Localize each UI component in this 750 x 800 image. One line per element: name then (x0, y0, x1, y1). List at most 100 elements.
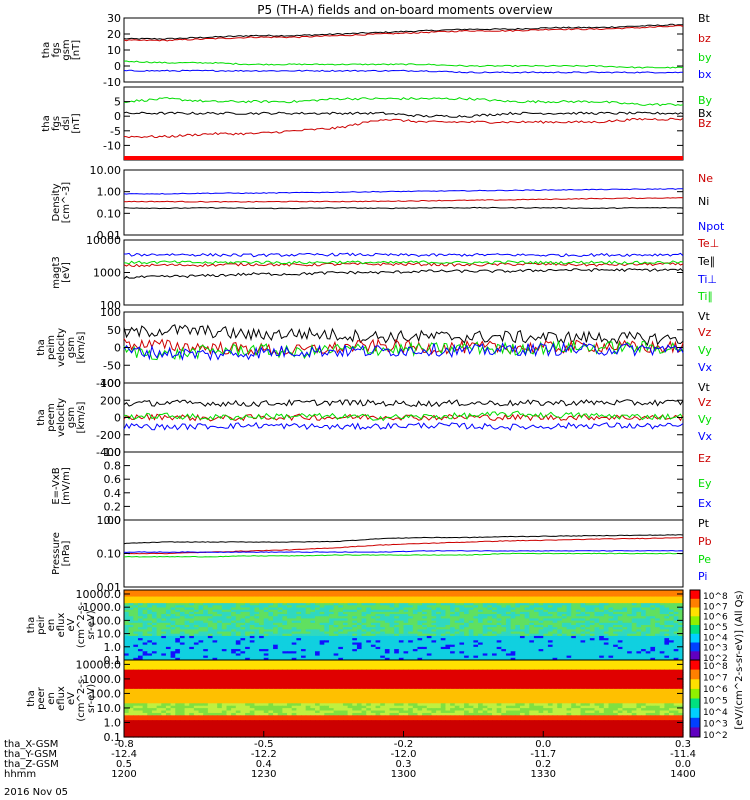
spectrogram-cell (505, 664, 512, 668)
spectrogram-cell (585, 611, 591, 615)
spectrogram-cell (361, 609, 367, 613)
spectrogram-cell (529, 674, 535, 678)
spectrogram-cell (375, 592, 381, 595)
spectrogram-cell (398, 644, 405, 648)
spectrogram-cell (622, 609, 628, 613)
spectrogram-cell (277, 618, 283, 622)
spectrogram-cell (296, 660, 302, 664)
spectrogram-cell (128, 627, 134, 630)
spectrogram-cell (226, 596, 232, 600)
spectrogram-cell (436, 672, 442, 676)
spectrogram-cell (655, 603, 661, 606)
spectrogram-cell (673, 620, 679, 624)
spectrogram-cell (235, 603, 242, 606)
spectrogram-cell (333, 651, 339, 655)
spectrogram-cell (464, 635, 470, 639)
spectrogram-cell (319, 592, 325, 595)
spectrogram-cell (473, 644, 479, 648)
spectrogram-cell (655, 638, 661, 641)
spectrogram-cell (347, 631, 353, 635)
y-tick-label: 0.6 (104, 473, 122, 486)
spectrogram-cell (170, 627, 176, 630)
spectrogram-cell (398, 653, 405, 657)
spectrogram-cell (403, 629, 409, 633)
spectrogram-cell (422, 609, 428, 613)
spectrogram-cell (128, 629, 134, 633)
spectrogram-cell (566, 616, 572, 620)
spectrogram-cell (328, 651, 335, 655)
spectrogram-cell (310, 649, 316, 652)
spectrogram-cell (193, 640, 200, 644)
spectrogram-cell (254, 646, 260, 650)
spectrogram-cell (268, 644, 274, 648)
spectrogram-cell (641, 646, 647, 650)
spectrogram-cell (468, 657, 474, 661)
spectrogram-cell (533, 642, 540, 646)
spectrogram-cell (277, 638, 283, 641)
spectrogram-cell (338, 638, 344, 641)
y-tick-label: 0.0 (104, 514, 122, 527)
spectrogram-cell (301, 629, 307, 633)
spectrogram-cell (464, 611, 470, 615)
spectrogram-cell (165, 651, 172, 655)
spectrogram-cell (240, 638, 246, 641)
spectrogram-cell (259, 635, 265, 639)
spectrogram-cell (273, 627, 279, 630)
spectrogram-cell (519, 674, 526, 678)
y-axis-label-line: gsm (61, 39, 72, 60)
spectrogram-cell (268, 653, 274, 657)
spectrogram-cell (175, 594, 181, 598)
spectrogram-cell (366, 631, 372, 635)
spectrogram-cell (301, 609, 307, 613)
spectrogram-cell (510, 642, 516, 646)
spectrogram-cell (240, 622, 246, 626)
spectrogram-cell (417, 638, 423, 641)
spectrogram-cell (464, 629, 470, 633)
spectrogram-cell (165, 667, 172, 671)
spectrogram-cell (575, 594, 582, 598)
spectrogram-cell (389, 611, 395, 615)
spectrogram-cell (277, 616, 283, 620)
spectrogram-cell (445, 653, 451, 657)
spectrogram-cell (249, 614, 256, 617)
spectrogram-cell (529, 635, 535, 639)
spectrogram-cell (678, 616, 684, 620)
spectrogram-cell (501, 622, 507, 626)
spectrogram-cell (193, 609, 200, 613)
spectrogram-cell (557, 646, 563, 650)
spectrogram-cell (431, 598, 437, 602)
spectrogram-cell (613, 655, 619, 659)
spectrogram-cell (375, 631, 381, 635)
spectrogram-cell (245, 603, 251, 606)
spectrogram-cell (328, 640, 335, 644)
spectrogram-cell (669, 651, 675, 655)
spectrogram-cell (142, 633, 148, 637)
spectrogram-cell (273, 605, 279, 609)
spectrogram-cell (240, 655, 246, 659)
spectrogram-cell (151, 676, 158, 680)
spectrogram-cell (142, 638, 148, 641)
spectrogram-cell (566, 642, 572, 646)
spectrogram-cell (599, 607, 605, 611)
y-axis-label-line: [eV] (61, 262, 72, 283)
spectrogram-cell (296, 605, 302, 609)
spectrogram-cell (249, 672, 256, 676)
spectrogram-cell (133, 631, 139, 635)
spectrogram-cell (128, 655, 134, 659)
spectrogram-cell (454, 642, 460, 646)
spectrogram-cell (557, 629, 563, 633)
spectrogram-cell (380, 657, 386, 661)
spectrogram-cell (179, 616, 186, 620)
spectrogram-cell (245, 594, 251, 598)
spectrogram-cell (398, 594, 405, 598)
spectrogram-cell (631, 635, 638, 639)
spectrogram-cell (566, 600, 572, 604)
spectrogram-cell (673, 592, 679, 595)
spectrogram-cell (226, 655, 232, 659)
spectrogram-cell (212, 616, 218, 620)
spectrogram-cell (245, 611, 251, 615)
legend-Bz: Bz (698, 117, 712, 130)
spectrogram-cell (580, 657, 586, 661)
spectrogram-cell (450, 649, 456, 652)
spectrogram-cell (296, 640, 302, 644)
